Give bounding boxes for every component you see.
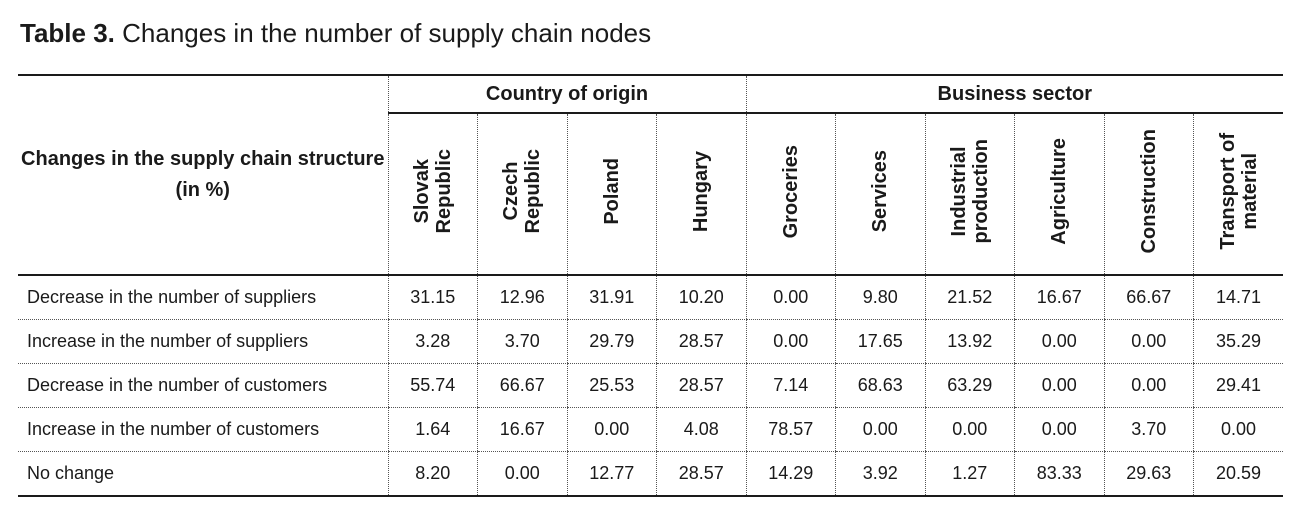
- table-row: Increase in the number of customers 1.64…: [18, 407, 1284, 452]
- column-header: Construction: [1103, 113, 1194, 276]
- group-header-country: Country of origin: [387, 74, 747, 114]
- row-label: Increase in the number of customers: [18, 407, 388, 452]
- table-cell: 55.74: [387, 363, 478, 408]
- column-header-label: Czech Republic: [500, 149, 545, 234]
- table-cell: 83.33: [1014, 451, 1105, 497]
- table-cell: 0.00: [477, 451, 567, 497]
- table-cell: 28.57: [656, 363, 747, 408]
- column-header-label: Transport of material: [1216, 133, 1261, 250]
- table-row: Increase in the number of suppliers 3.28…: [18, 319, 1284, 364]
- supply-chain-table: Changes in the supply chain structure (i…: [18, 74, 1284, 497]
- table-cell: 8.20: [387, 451, 478, 497]
- column-header: Hungary: [656, 113, 747, 276]
- column-header: Agriculture: [1014, 113, 1105, 276]
- table-caption: Table 3. Changes in the number of supply…: [20, 16, 651, 50]
- table-cell: 3.70: [477, 319, 567, 364]
- row-label: Increase in the number of suppliers: [18, 319, 388, 364]
- table-cell: 20.59: [1193, 451, 1284, 497]
- table-cell: 13.92: [924, 319, 1015, 364]
- table-cell: 12.77: [566, 451, 657, 497]
- table-caption-label: Table 3.: [20, 18, 115, 48]
- column-header: Industrial production: [924, 113, 1015, 276]
- column-header-label: Industrial production: [947, 139, 992, 244]
- table-cell: 29.79: [566, 319, 657, 364]
- table-cell: 14.71: [1193, 275, 1284, 320]
- table-cell: 0.00: [566, 407, 657, 452]
- row-label: No change: [18, 451, 388, 497]
- column-header: Services: [835, 113, 926, 276]
- table-cell: 35.29: [1193, 319, 1284, 364]
- column-header: Slovak Republic: [387, 113, 478, 276]
- table-cell: 3.28: [387, 319, 478, 364]
- table-caption-text: Changes in the number of supply chain no…: [122, 18, 652, 48]
- column-header-label: Agriculture: [1048, 138, 1071, 245]
- table-cell: 0.00: [835, 407, 926, 452]
- table-cell: 31.15: [387, 275, 478, 320]
- table-cell: 3.92: [835, 451, 926, 497]
- column-header-label: Poland: [600, 158, 623, 225]
- column-header-label: Construction: [1137, 129, 1160, 254]
- table-cell: 28.57: [656, 451, 747, 497]
- table-cell: 25.53: [566, 363, 657, 408]
- table-cell: 3.70: [1103, 407, 1194, 452]
- column-header: Poland: [566, 113, 657, 276]
- table-row: Decrease in the number of suppliers 31.1…: [18, 275, 1284, 320]
- table-cell: 0.00: [1193, 407, 1284, 452]
- table-cell: 63.29: [924, 363, 1015, 408]
- table-row: Decrease in the number of customers 55.7…: [18, 363, 1284, 408]
- stub-header: Changes in the supply chain structure (i…: [18, 74, 388, 276]
- column-header-label: Services: [869, 150, 892, 233]
- table-cell: 66.67: [477, 363, 567, 408]
- table-cell: 9.80: [835, 275, 926, 320]
- table-cell: 1.64: [387, 407, 478, 452]
- table-cell: 66.67: [1103, 275, 1194, 320]
- table-cell: 0.00: [1014, 407, 1105, 452]
- table-cell: 29.41: [1193, 363, 1284, 408]
- column-header: Czech Republic: [477, 113, 567, 276]
- row-label: Decrease in the number of customers: [18, 363, 388, 408]
- column-header-label: Hungary: [690, 150, 713, 233]
- table-cell: 7.14: [745, 363, 836, 408]
- column-header: Transport of material: [1193, 113, 1284, 276]
- table-cell: 12.96: [477, 275, 567, 320]
- table-cell: 0.00: [1014, 319, 1105, 364]
- column-header-label: Slovak Republic: [410, 149, 455, 234]
- table-cell: 21.52: [924, 275, 1015, 320]
- column-header-label: Groceries: [779, 144, 802, 239]
- table-cell: 29.63: [1103, 451, 1194, 497]
- table-cell: 0.00: [1014, 363, 1105, 408]
- column-header: Groceries: [745, 113, 836, 276]
- table-cell: 68.63: [835, 363, 926, 408]
- table-cell: 31.91: [566, 275, 657, 320]
- table-cell: 0.00: [745, 275, 836, 320]
- table-cell: 1.27: [924, 451, 1015, 497]
- table-row: No change 8.20 0.00 12.77 28.57 14.29 3.…: [18, 451, 1284, 497]
- table-cell: 0.00: [745, 319, 836, 364]
- table-cell: 4.08: [656, 407, 747, 452]
- table-cell: 16.67: [1014, 275, 1105, 320]
- table-cell: 17.65: [835, 319, 926, 364]
- table-cell: 10.20: [656, 275, 747, 320]
- table-cell: 28.57: [656, 319, 747, 364]
- table-cell: 78.57: [745, 407, 836, 452]
- row-label: Decrease in the number of suppliers: [18, 275, 388, 320]
- table-cell: 0.00: [1103, 363, 1194, 408]
- table-cell: 0.00: [924, 407, 1015, 452]
- table-cell: 0.00: [1103, 319, 1194, 364]
- table-cell: 16.67: [477, 407, 567, 452]
- group-header-sector: Business sector: [745, 74, 1284, 114]
- table-cell: 14.29: [745, 451, 836, 497]
